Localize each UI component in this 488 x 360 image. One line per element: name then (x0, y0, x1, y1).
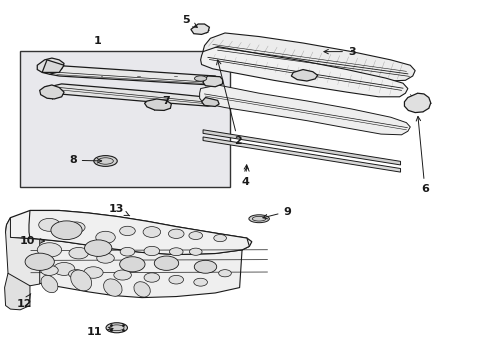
Ellipse shape (213, 234, 226, 242)
Polygon shape (20, 51, 229, 187)
Ellipse shape (168, 275, 183, 284)
Ellipse shape (218, 270, 231, 277)
Ellipse shape (41, 275, 58, 293)
Text: 13: 13 (109, 204, 129, 216)
Polygon shape (29, 238, 242, 298)
Ellipse shape (67, 222, 85, 233)
Polygon shape (404, 93, 430, 113)
Polygon shape (4, 273, 30, 310)
Ellipse shape (71, 270, 91, 291)
Ellipse shape (143, 226, 160, 237)
Polygon shape (40, 85, 64, 99)
Ellipse shape (96, 231, 115, 243)
Polygon shape (199, 85, 409, 135)
Ellipse shape (103, 279, 122, 296)
Text: 6: 6 (415, 116, 428, 194)
Ellipse shape (194, 260, 216, 273)
Polygon shape (5, 211, 251, 255)
Ellipse shape (154, 256, 178, 270)
Ellipse shape (120, 247, 135, 256)
Text: 5: 5 (182, 15, 197, 27)
Ellipse shape (37, 243, 61, 257)
Polygon shape (49, 66, 220, 85)
Ellipse shape (68, 270, 84, 278)
Text: 2: 2 (216, 60, 242, 146)
Ellipse shape (120, 226, 135, 235)
Ellipse shape (248, 215, 269, 223)
Ellipse shape (134, 282, 150, 297)
Ellipse shape (51, 221, 82, 239)
Polygon shape (203, 137, 400, 172)
Ellipse shape (193, 278, 207, 286)
Text: 11: 11 (86, 327, 113, 337)
Polygon shape (5, 218, 40, 286)
Ellipse shape (120, 257, 145, 272)
Polygon shape (48, 84, 217, 106)
Polygon shape (291, 69, 317, 81)
Text: 8: 8 (69, 155, 102, 165)
Polygon shape (203, 33, 414, 81)
Text: 9: 9 (263, 207, 291, 219)
Ellipse shape (53, 262, 75, 275)
Ellipse shape (84, 240, 112, 256)
Text: 12: 12 (16, 294, 32, 309)
Ellipse shape (194, 76, 206, 81)
Ellipse shape (69, 247, 88, 259)
Ellipse shape (169, 248, 183, 256)
Ellipse shape (144, 246, 159, 256)
Ellipse shape (41, 265, 58, 275)
Text: 3: 3 (323, 46, 355, 57)
Polygon shape (29, 211, 249, 255)
Polygon shape (201, 98, 219, 107)
Polygon shape (37, 58, 64, 74)
Polygon shape (200, 46, 407, 97)
Polygon shape (42, 60, 64, 72)
Polygon shape (144, 99, 171, 111)
Ellipse shape (144, 273, 159, 282)
Text: 7: 7 (163, 96, 170, 106)
Ellipse shape (106, 323, 127, 333)
Text: 10: 10 (20, 236, 44, 246)
Ellipse shape (25, 253, 54, 270)
Ellipse shape (188, 231, 202, 239)
Ellipse shape (114, 270, 131, 280)
Text: 4: 4 (241, 165, 249, 187)
Ellipse shape (189, 248, 202, 255)
Ellipse shape (94, 156, 117, 166)
Polygon shape (203, 130, 400, 165)
Polygon shape (190, 24, 209, 35)
Text: 1: 1 (93, 36, 101, 46)
Polygon shape (203, 76, 222, 87)
Ellipse shape (83, 267, 103, 278)
Ellipse shape (168, 229, 183, 238)
Ellipse shape (39, 219, 60, 231)
Ellipse shape (97, 253, 114, 263)
